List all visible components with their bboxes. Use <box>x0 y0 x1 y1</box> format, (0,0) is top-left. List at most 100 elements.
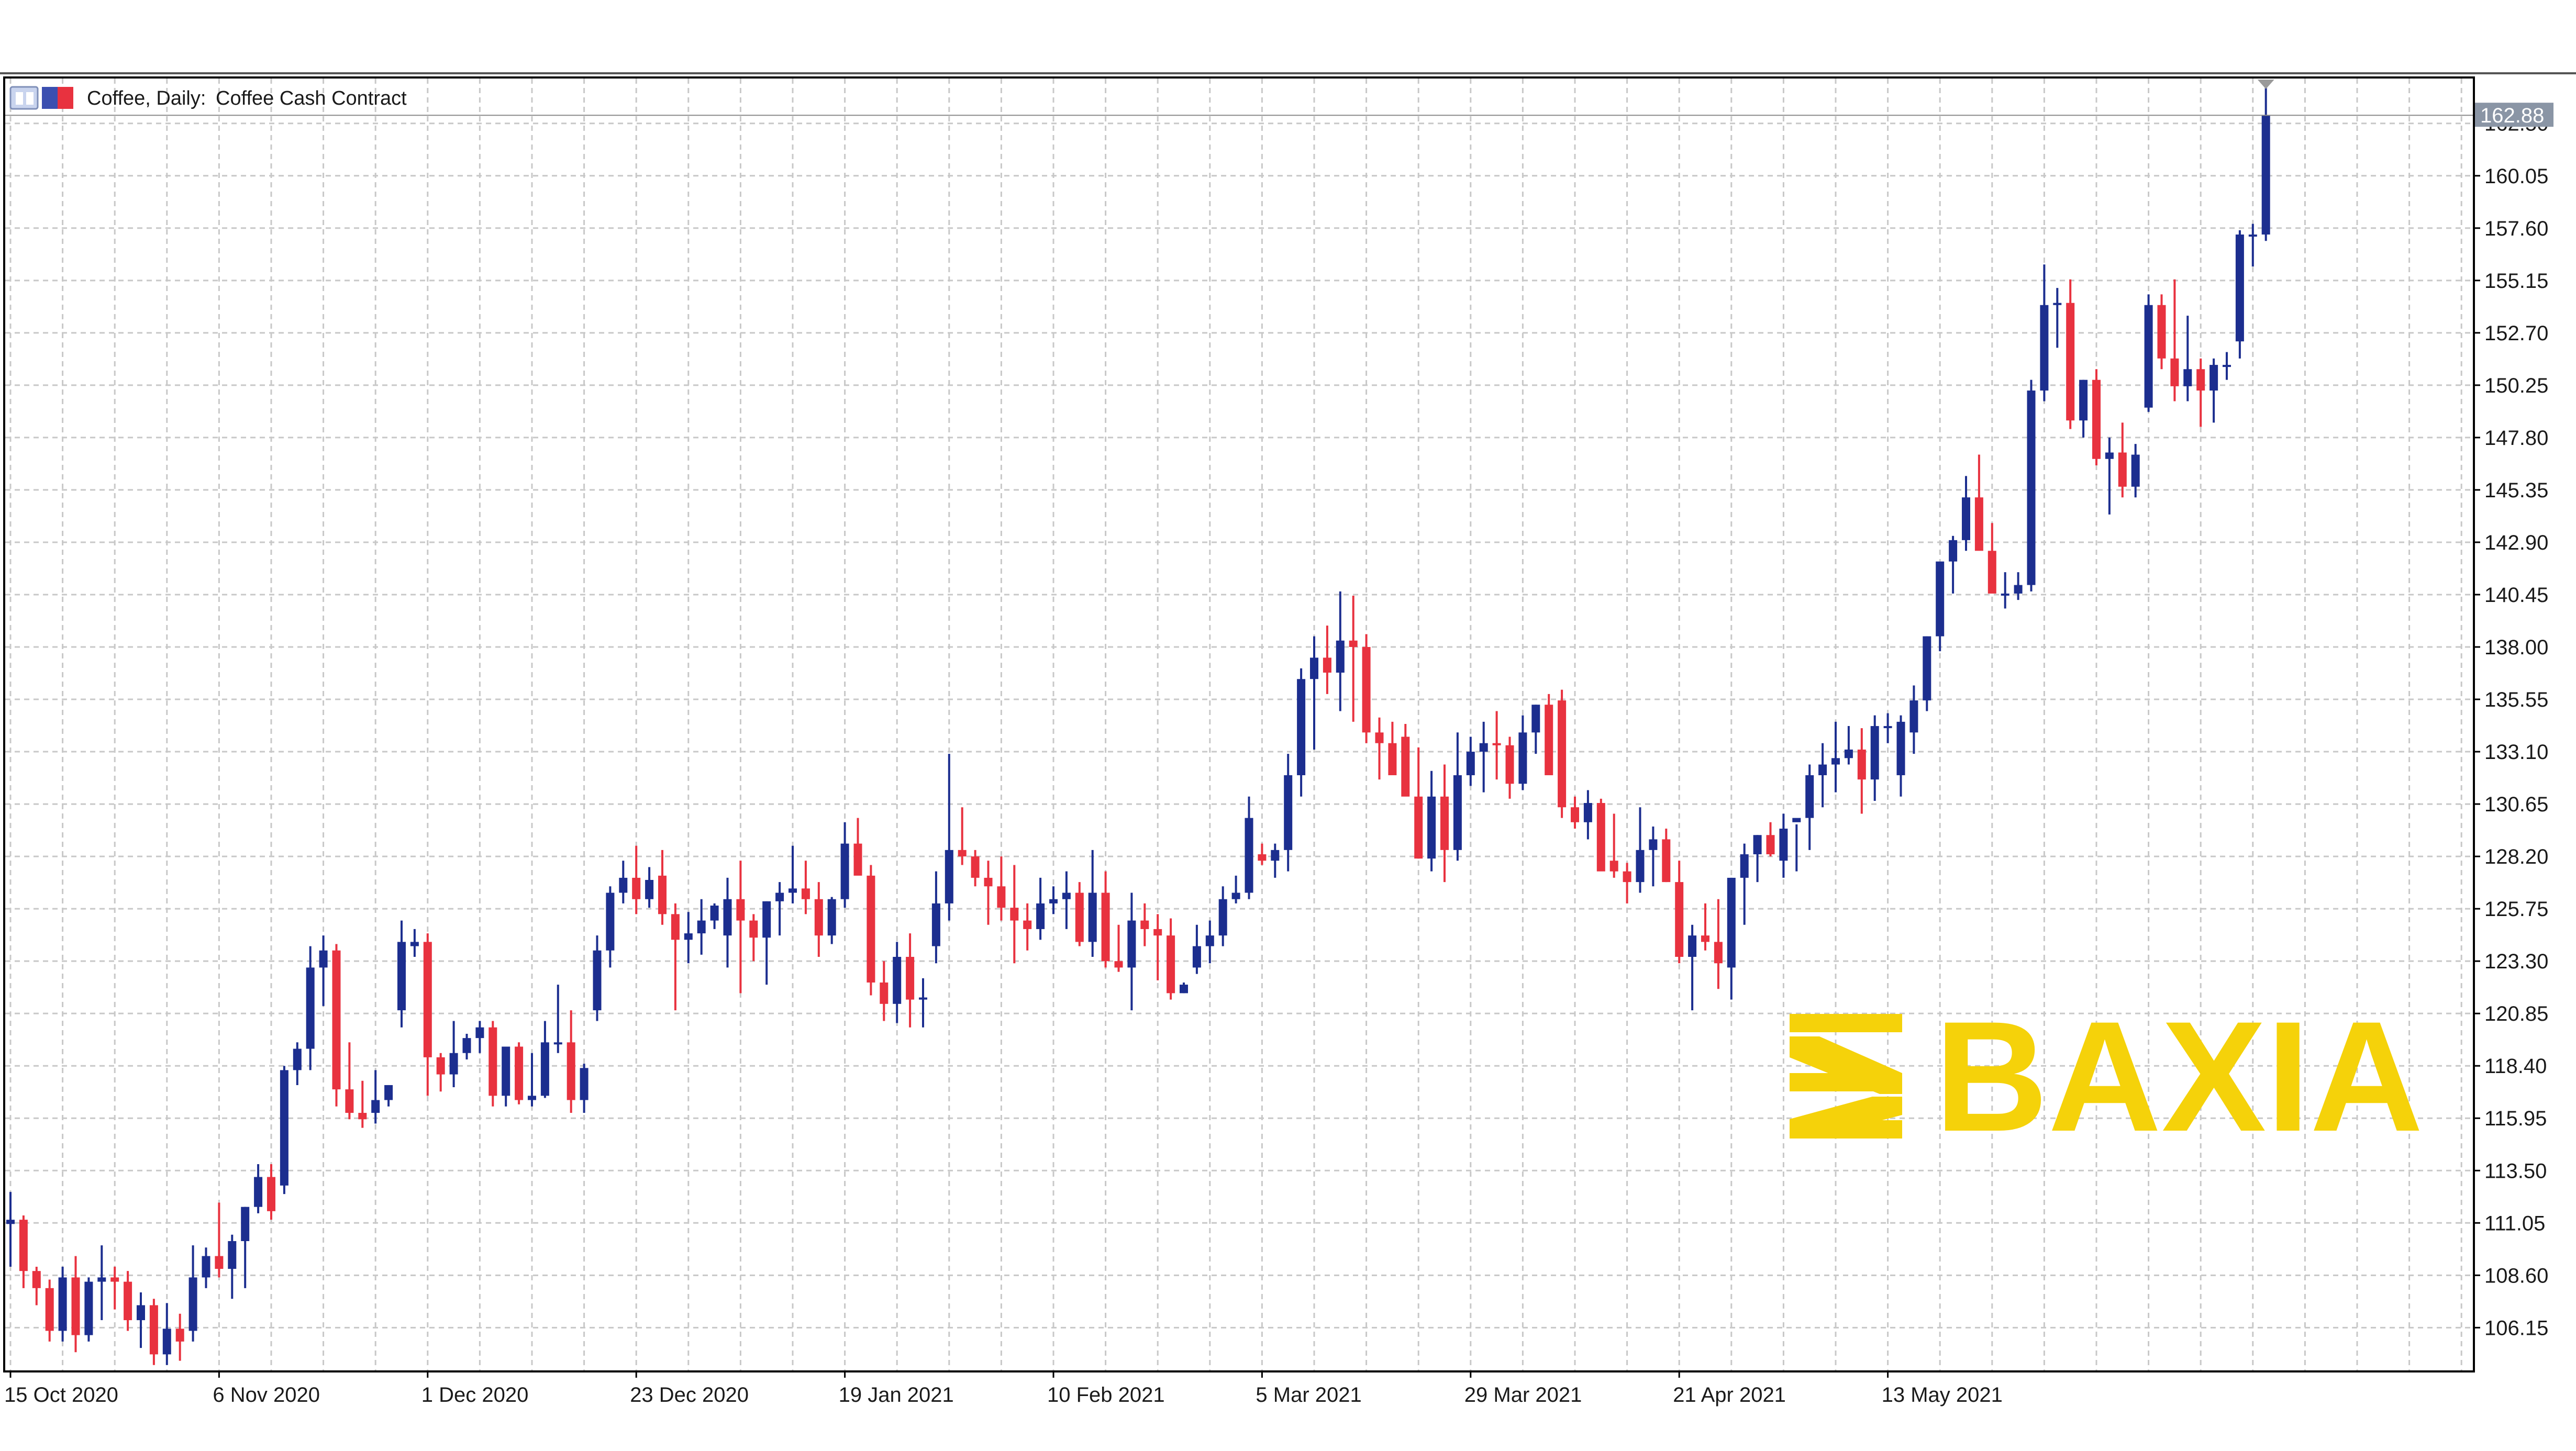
candle[interactable] <box>1662 829 1671 883</box>
candle[interactable] <box>1714 899 1723 989</box>
candle[interactable] <box>462 1033 471 1059</box>
candle[interactable] <box>1609 813 1618 878</box>
candle[interactable] <box>1923 636 1931 711</box>
candles[interactable] <box>6 87 2270 1365</box>
candle[interactable] <box>893 942 902 1023</box>
candle[interactable] <box>475 1021 484 1053</box>
candle[interactable] <box>671 903 680 1011</box>
candle[interactable] <box>1701 903 1709 951</box>
candle[interactable] <box>1205 920 1214 964</box>
candle[interactable] <box>6 1192 15 1267</box>
candle[interactable] <box>293 1042 302 1085</box>
candle[interactable] <box>215 1202 224 1278</box>
candle[interactable] <box>2053 288 2062 348</box>
candle[interactable] <box>2001 572 2009 609</box>
candle[interactable] <box>1688 924 1697 1011</box>
time-axis[interactable]: 15 Oct 2020 6 Nov 2020 1 Dec 2020 23 Dec 20… <box>4 1370 2003 1407</box>
candle[interactable] <box>2144 294 2153 412</box>
candle[interactable] <box>540 1021 549 1098</box>
candle[interactable] <box>332 944 341 1107</box>
candle[interactable] <box>1375 717 1384 780</box>
candle[interactable] <box>1466 736 1475 786</box>
candle[interactable] <box>124 1271 132 1331</box>
candle[interactable] <box>710 903 719 929</box>
chart-shift-arrow-icon[interactable] <box>2257 80 2274 89</box>
candle[interactable] <box>1675 861 1684 964</box>
candle[interactable] <box>1974 454 1983 551</box>
candle[interactable] <box>2196 358 2205 427</box>
candle[interactable] <box>1140 903 1149 946</box>
candle[interactable] <box>110 1266 119 1310</box>
candle[interactable] <box>423 933 432 1096</box>
candle[interactable] <box>2092 369 2101 465</box>
candle[interactable] <box>606 886 615 968</box>
candle[interactable] <box>1388 721 1397 775</box>
candle[interactable] <box>19 1215 28 1288</box>
candle[interactable] <box>723 877 732 968</box>
candle[interactable] <box>2209 358 2218 423</box>
candle[interactable] <box>867 865 875 996</box>
candle[interactable] <box>1192 924 1201 974</box>
candle[interactable] <box>697 899 706 955</box>
candle[interactable] <box>1740 843 1749 925</box>
candle[interactable] <box>1088 850 1097 957</box>
candle[interactable] <box>1258 843 1267 865</box>
candle[interactable] <box>254 1164 263 1213</box>
candle[interactable] <box>775 882 784 936</box>
candle[interactable] <box>958 807 967 865</box>
candle[interactable] <box>1571 796 1579 829</box>
candle[interactable] <box>1844 726 1853 765</box>
candle[interactable] <box>188 1245 197 1342</box>
candle[interactable] <box>267 1164 275 1220</box>
candle[interactable] <box>997 856 1006 921</box>
candle[interactable] <box>1831 721 1840 793</box>
candle[interactable] <box>345 1042 354 1120</box>
candle[interactable] <box>1818 743 1827 808</box>
candle[interactable] <box>945 754 953 921</box>
candle[interactable] <box>1231 875 1240 903</box>
candle[interactable] <box>1518 715 1527 790</box>
candle[interactable] <box>2118 422 2127 498</box>
candle[interactable] <box>801 861 810 914</box>
candle[interactable] <box>2223 352 2231 380</box>
candle[interactable] <box>1245 796 1253 899</box>
candle[interactable] <box>397 920 406 1028</box>
candle[interactable] <box>1479 721 1488 793</box>
candle[interactable] <box>1271 843 1280 878</box>
candle[interactable] <box>1492 711 1501 780</box>
candle[interactable] <box>1323 626 1331 694</box>
candle[interactable] <box>1180 982 1188 994</box>
candle[interactable] <box>84 1277 93 1342</box>
candle[interactable] <box>449 1021 458 1088</box>
candle[interactable] <box>645 867 654 908</box>
candle[interactable] <box>853 818 862 876</box>
candle[interactable] <box>1336 591 1345 711</box>
candle[interactable] <box>971 850 980 887</box>
candle[interactable] <box>137 1292 145 1348</box>
candle[interactable] <box>371 1070 380 1124</box>
candle[interactable] <box>2261 87 2270 241</box>
chart-window-icon[interactable] <box>9 86 73 110</box>
candle[interactable] <box>358 1080 367 1128</box>
candle[interactable] <box>1987 523 1996 594</box>
candle[interactable] <box>280 1066 288 1195</box>
candle[interactable] <box>1753 835 1762 883</box>
candle[interactable] <box>1349 596 1358 722</box>
candle[interactable] <box>1545 694 1553 775</box>
candle[interactable] <box>1153 914 1162 980</box>
candle[interactable] <box>789 845 797 903</box>
candle[interactable] <box>1036 877 1045 940</box>
candle[interactable] <box>1558 689 1567 818</box>
candle[interactable] <box>684 912 693 964</box>
candle[interactable] <box>528 1053 536 1107</box>
candle[interactable] <box>1401 723 1410 797</box>
candle[interactable] <box>1766 822 1775 857</box>
candle[interactable] <box>1623 863 1631 903</box>
candle[interactable] <box>1127 892 1136 1011</box>
candle[interactable] <box>1936 561 1945 652</box>
candle[interactable] <box>2040 264 2049 401</box>
candle[interactable] <box>241 1207 250 1288</box>
candle[interactable] <box>1896 715 1905 797</box>
candle[interactable] <box>515 1042 524 1104</box>
candle[interactable] <box>2105 437 2114 515</box>
